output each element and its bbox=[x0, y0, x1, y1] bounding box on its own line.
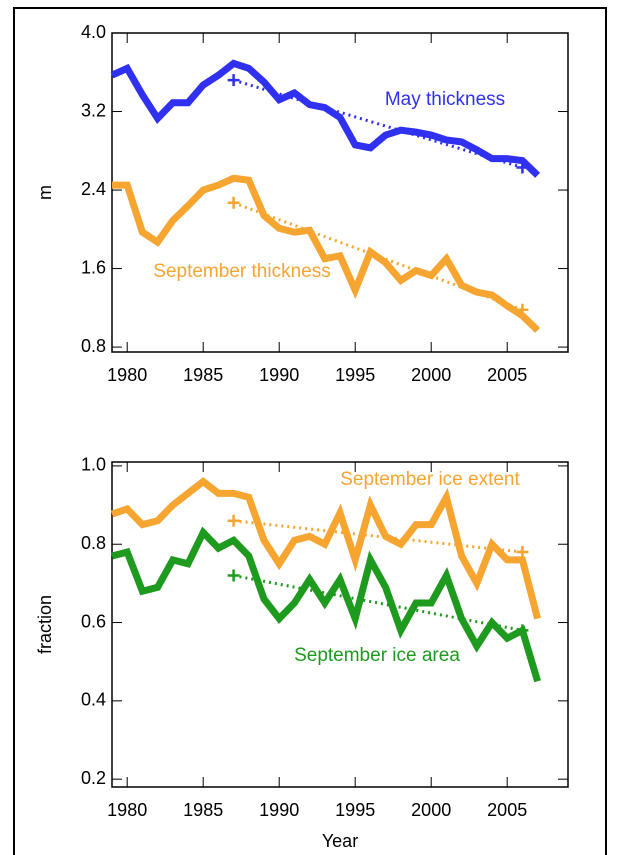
x-tick-label: 1995 bbox=[335, 800, 375, 820]
y-tick-label: 1.0 bbox=[81, 455, 106, 475]
trend-marker bbox=[516, 303, 529, 316]
x-tick-label: 2000 bbox=[411, 800, 451, 820]
data-line bbox=[110, 477, 541, 620]
x-axis-label: Year bbox=[322, 831, 358, 851]
y-axis-label: m bbox=[35, 185, 55, 200]
y-tick-label: 0.8 bbox=[81, 336, 106, 356]
y-tick-label: 1.6 bbox=[81, 257, 106, 277]
trend-marker bbox=[516, 624, 529, 637]
series-label: May thickness bbox=[385, 89, 505, 110]
y-tick-label: 0.8 bbox=[81, 533, 106, 553]
x-tick-label: 1980 bbox=[107, 365, 147, 385]
trend-line bbox=[233, 78, 523, 169]
x-tick-label: 1980 bbox=[107, 800, 147, 820]
trend-marker bbox=[516, 546, 529, 559]
page-border bbox=[13, 7, 607, 855]
plot-frame bbox=[111, 32, 569, 353]
y-tick-label: 2.4 bbox=[81, 179, 106, 199]
x-tick-label: 1990 bbox=[259, 365, 299, 385]
series-label: September thickness bbox=[153, 261, 330, 282]
trend-line bbox=[233, 574, 523, 632]
data-line bbox=[112, 174, 541, 333]
y-axis-label: fraction bbox=[35, 595, 55, 654]
y-tick-label: 4.0 bbox=[81, 22, 106, 42]
trend-marker bbox=[227, 569, 240, 582]
plot-frame bbox=[111, 461, 569, 788]
x-tick-label: 2000 bbox=[411, 365, 451, 385]
x-tick-label: 1995 bbox=[335, 365, 375, 385]
x-tick-label: 1985 bbox=[183, 800, 223, 820]
x-tick-label: 1985 bbox=[183, 365, 223, 385]
y-tick-label: 3.2 bbox=[81, 100, 106, 120]
data-line bbox=[111, 526, 541, 683]
x-tick-label: 2005 bbox=[487, 365, 527, 385]
series-label: September ice area bbox=[294, 645, 460, 666]
trend-marker bbox=[516, 161, 529, 174]
y-tick-label: 0.4 bbox=[81, 690, 106, 710]
series-label: September ice extent bbox=[340, 469, 520, 490]
trend-line bbox=[233, 519, 523, 554]
x-tick-label: 1990 bbox=[259, 800, 299, 820]
trend-marker bbox=[227, 196, 240, 209]
trend-marker bbox=[227, 514, 240, 527]
y-tick-label: 0.6 bbox=[81, 611, 106, 631]
trend-marker bbox=[227, 74, 240, 87]
data-line bbox=[110, 59, 541, 178]
y-tick-label: 0.2 bbox=[81, 768, 106, 788]
x-tick-label: 2005 bbox=[487, 800, 527, 820]
